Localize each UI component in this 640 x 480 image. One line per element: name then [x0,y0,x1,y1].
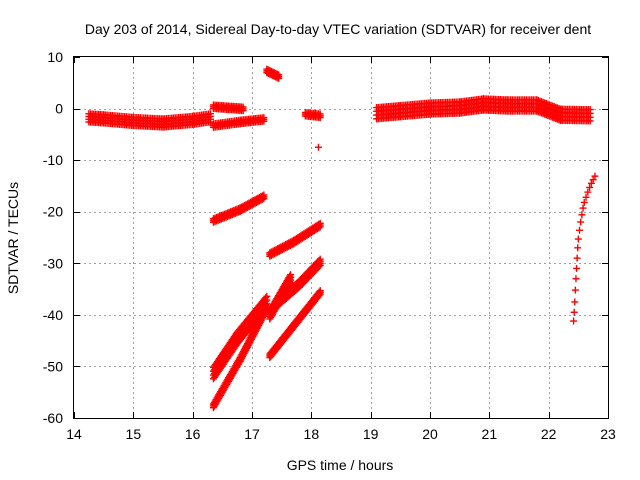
y-tick-label: -60 [43,410,63,426]
data-point [573,264,581,272]
data-point [586,183,594,191]
data-point [571,286,579,294]
data-point [571,298,579,306]
y-axis-title: SDTVAR / TECUs [5,182,21,294]
data-point [586,106,594,114]
y-tick-label: -30 [43,255,63,271]
data-point [591,172,599,180]
data-band-6 [373,95,594,125]
data-point [206,110,214,118]
x-tick-label: 16 [185,426,201,442]
y-tick-label: -40 [43,307,63,323]
data-band-8 [266,219,324,260]
data-band-2 [209,101,247,115]
data-band-3 [209,114,268,131]
data-point [275,71,283,79]
x-tick-label: 19 [363,426,379,442]
data-point [316,110,324,118]
x-tick-label: 17 [244,426,260,442]
data-point [576,226,584,234]
x-tick-labels: 14 15 16 17 18 19 20 21 22 23 [66,426,616,442]
x-tick-label: 21 [482,426,498,442]
x-tick-label: 20 [422,426,438,442]
x-tick-label: 23 [600,426,616,442]
data-point [589,176,597,184]
data-band-10 [209,302,271,412]
x-tick-label: 14 [66,426,82,442]
data-band-1 [85,110,214,131]
data-band-7 [209,191,268,226]
x-tick-label: 22 [541,426,557,442]
data-band-12 [272,255,324,312]
data-point [287,271,295,279]
data-point [570,308,578,316]
data-point [573,254,581,262]
plot-frame [73,56,609,419]
data-point [239,103,247,111]
data-band-13 [266,287,324,362]
y-tick-label: 10 [47,49,63,65]
x-tick-label: 18 [304,426,320,442]
data-point [574,244,582,252]
x-axis-title: GPS time / hours [287,457,394,473]
data-point [574,235,582,243]
data-point [577,218,585,226]
data-point [582,193,590,201]
data-point [316,287,324,295]
data-point [316,255,324,263]
data-point [584,188,592,196]
data-band-5 [301,108,324,122]
data-point [286,272,294,280]
data-point [572,275,580,283]
data-point [587,179,595,187]
x-tick-label: 15 [126,426,142,442]
data-point [260,114,268,122]
data-point [263,292,271,300]
axis-ticks [74,57,609,419]
data-point [314,143,322,151]
data-point [260,191,268,199]
data-band-4 [263,65,283,82]
chart-title: Day 203 of 2014, Sidereal Day-to-day VTE… [85,21,591,37]
y-tick-label: -10 [43,152,63,168]
y-tick-label: -20 [43,204,63,220]
data-point [570,317,578,325]
data-point [578,211,586,219]
y-tick-labels: 10 0 -10 -20 -30 -40 -50 -60 [43,49,63,426]
data-point [316,219,324,227]
data-points [85,65,599,412]
data-point [579,204,587,212]
y-tick-label: 0 [55,101,63,117]
data-band-9 [209,292,271,383]
data-point [580,198,588,206]
y-tick-label: -50 [43,358,63,374]
